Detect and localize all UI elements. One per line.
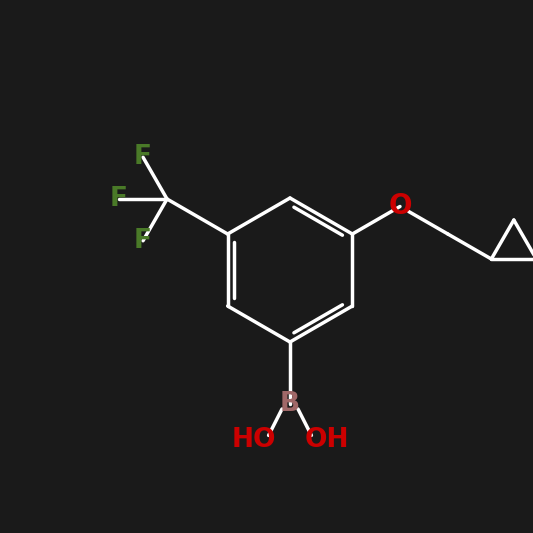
Text: B: B <box>280 391 300 417</box>
Text: F: F <box>110 186 128 212</box>
Text: F: F <box>134 228 152 254</box>
Text: OH: OH <box>304 427 349 454</box>
Text: F: F <box>134 144 152 170</box>
Text: HO: HO <box>231 427 276 454</box>
Text: O: O <box>388 192 411 221</box>
